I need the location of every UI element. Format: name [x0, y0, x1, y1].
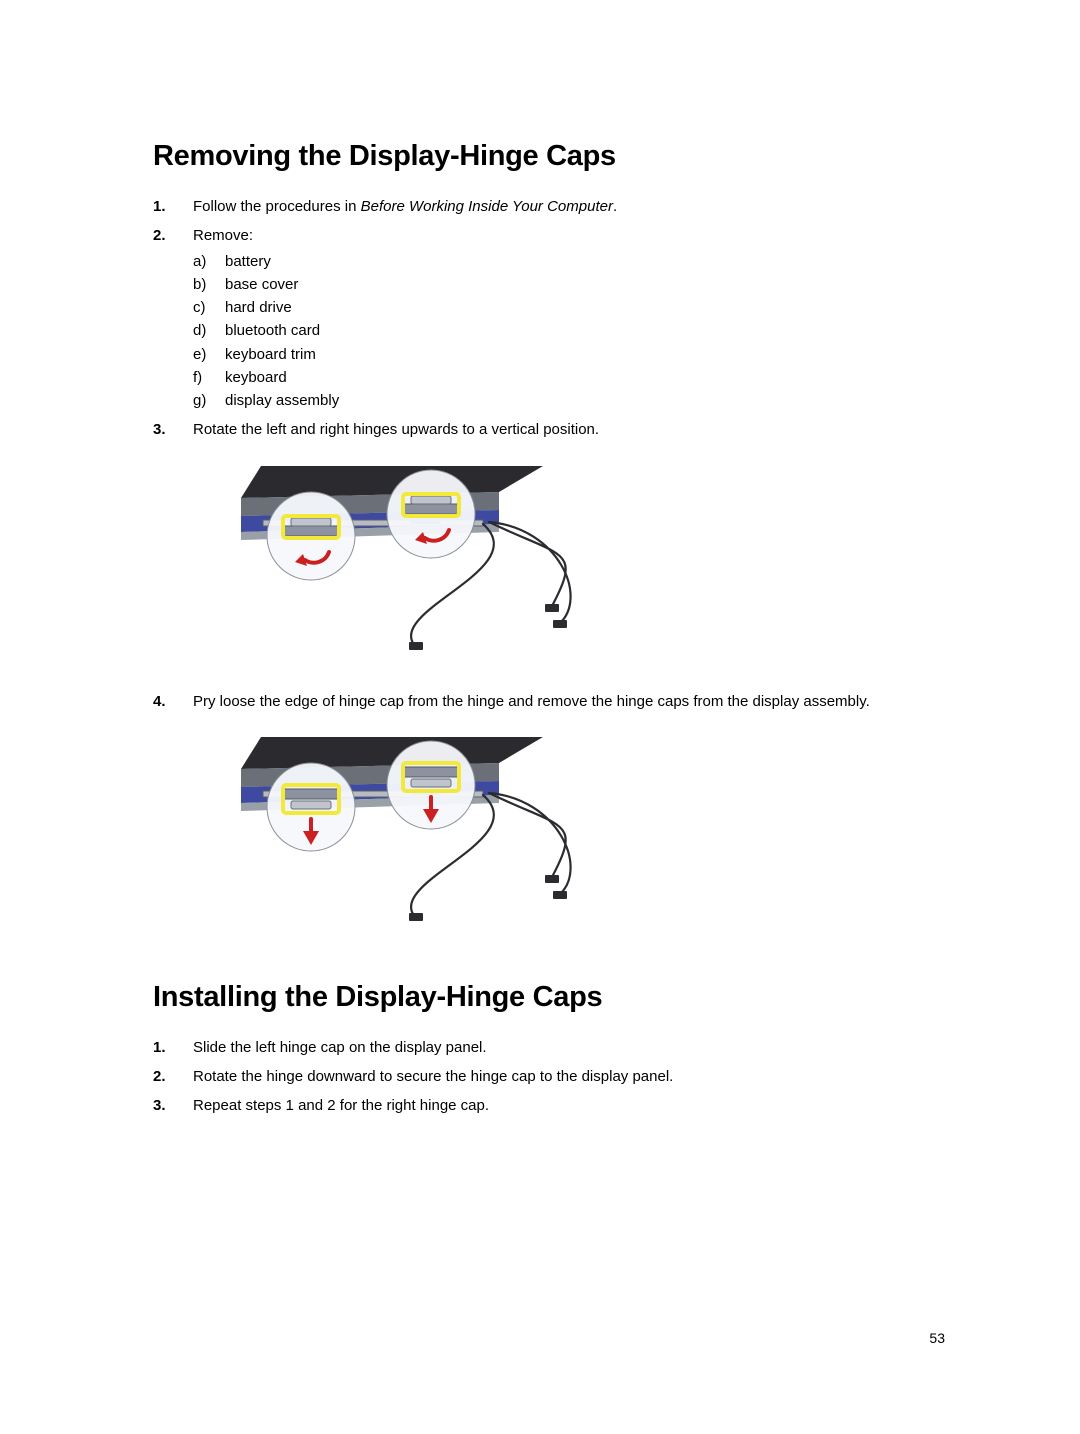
subitem-b: b)base cover — [193, 273, 945, 296]
removing-step-2-subitems: a)battery b)base cover c)hard drive d)bl… — [193, 250, 945, 413]
installing-section: Installing the Display-Hinge Caps Slide … — [153, 981, 945, 1118]
assembly-illustration-2 — [233, 729, 613, 939]
installing-step-2-text: Rotate the hinge downward to secure the … — [193, 1068, 673, 1085]
removing-step-3: Rotate the left and right hinges upwards… — [153, 418, 945, 667]
step1-italic: Before Working Inside Your Computer — [361, 198, 613, 215]
subitem-f-text: keyboard — [225, 369, 287, 386]
removing-step-2: Remove: a)battery b)base cover c)hard dr… — [153, 224, 945, 412]
subitem-e-text: keyboard trim — [225, 346, 316, 363]
step2-text: Remove: — [193, 227, 253, 244]
installing-step-1: Slide the left hinge cap on the display … — [153, 1036, 945, 1059]
removing-step-1: Follow the procedures in Before Working … — [153, 195, 945, 218]
section-title-installing: Installing the Display-Hinge Caps — [153, 981, 945, 1014]
document-page: Removing the Display-Hinge Caps Follow t… — [0, 0, 1080, 1434]
step4-text: Pry loose the edge of hinge cap from the… — [193, 693, 870, 710]
subitem-g-text: display assembly — [225, 392, 339, 409]
figure-1 — [233, 458, 613, 668]
step1-suffix: . — [613, 198, 617, 215]
installing-step-3-text: Repeat steps 1 and 2 for the right hinge… — [193, 1097, 489, 1114]
subitem-a: a)battery — [193, 250, 945, 273]
subitem-f: f)keyboard — [193, 366, 945, 389]
subitem-d: d)bluetooth card — [193, 319, 945, 342]
subitem-g: g)display assembly — [193, 389, 945, 412]
subitem-e: e)keyboard trim — [193, 343, 945, 366]
step1-prefix: Follow the procedures in — [193, 198, 361, 215]
removing-step-4: Pry loose the edge of hinge cap from the… — [153, 690, 945, 939]
installing-step-1-text: Slide the left hinge cap on the display … — [193, 1039, 487, 1056]
installing-step-2: Rotate the hinge downward to secure the … — [153, 1065, 945, 1088]
subitem-a-text: battery — [225, 253, 271, 270]
subitem-d-text: bluetooth card — [225, 322, 320, 339]
section-title-removing: Removing the Display-Hinge Caps — [153, 140, 945, 173]
installing-steps-list: Slide the left hinge cap on the display … — [153, 1036, 945, 1118]
figure-2 — [233, 729, 613, 939]
removing-steps-list: Follow the procedures in Before Working … — [153, 195, 945, 939]
page-number: 53 — [929, 1330, 945, 1346]
subitem-c: c)hard drive — [193, 296, 945, 319]
subitem-b-text: base cover — [225, 276, 298, 293]
assembly-illustration-1 — [233, 458, 613, 668]
subitem-c-text: hard drive — [225, 299, 292, 316]
step3-text: Rotate the left and right hinges upwards… — [193, 421, 599, 438]
installing-step-3: Repeat steps 1 and 2 for the right hinge… — [153, 1094, 945, 1117]
